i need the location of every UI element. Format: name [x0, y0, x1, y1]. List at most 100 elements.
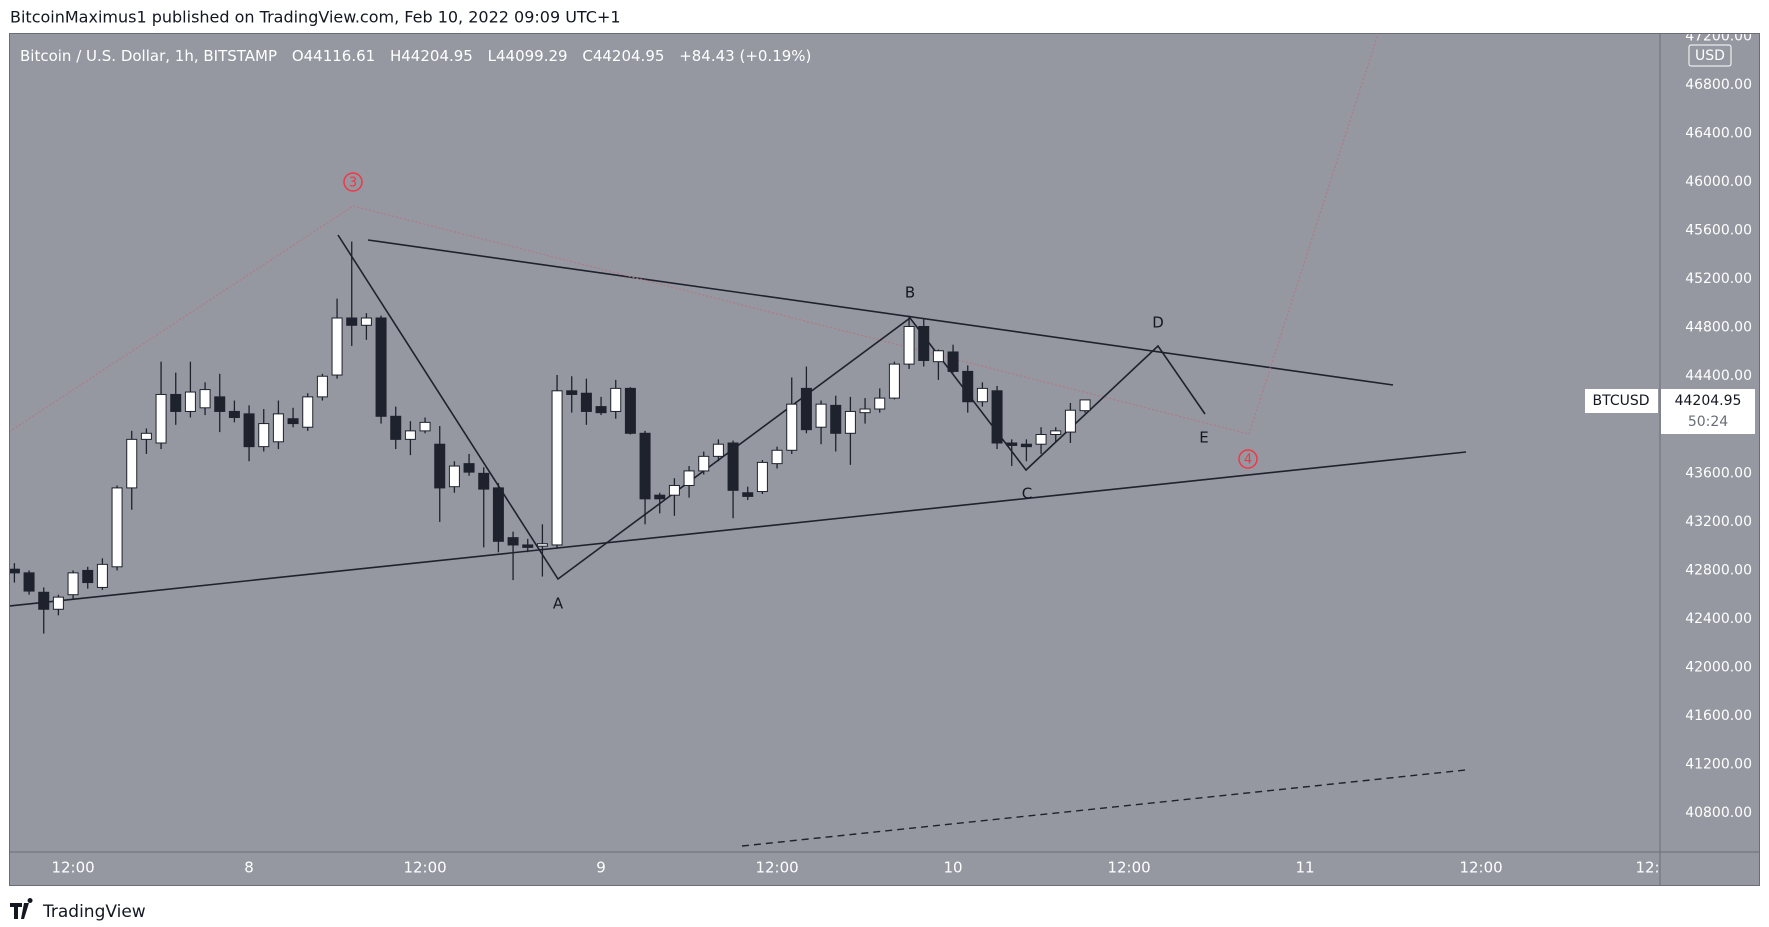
- candle-body: [654, 494, 666, 500]
- x-tick-label: 10: [944, 859, 963, 877]
- candle-body: [478, 472, 490, 490]
- ohlc-key: C: [582, 47, 592, 65]
- wave-label: 4: [1244, 453, 1252, 468]
- candle-body: [566, 390, 578, 395]
- candle-body: [96, 563, 108, 588]
- candle-body: [463, 463, 475, 473]
- candle-body: [991, 390, 1003, 444]
- candle-body: [771, 449, 783, 465]
- candle-body: [184, 391, 196, 412]
- candle-body: [580, 392, 592, 412]
- candle-body: [698, 455, 710, 472]
- candle-body: [214, 396, 226, 412]
- candle-body: [404, 430, 416, 440]
- y-tick-label: 44800.00: [1685, 320, 1752, 336]
- candle-body: [844, 410, 856, 434]
- candle-body: [903, 325, 915, 365]
- x-tick-label: 12:00: [755, 859, 798, 877]
- wave-label: C: [1022, 485, 1032, 503]
- candle-body: [639, 432, 651, 500]
- last-price-box: [1661, 389, 1755, 434]
- resistance-trendline: [367, 239, 1394, 386]
- x-tick-label: 12:00: [403, 859, 446, 877]
- candle-body: [888, 363, 900, 399]
- y-tick-label: 43200.00: [1685, 514, 1752, 530]
- x-tick-label: 12:00: [1459, 859, 1502, 877]
- ohlc-value: 44099.29: [496, 47, 568, 65]
- ohlc-key: O: [292, 47, 304, 65]
- candle-body: [492, 487, 504, 542]
- change: +84.43 (+0.19%): [679, 47, 811, 65]
- candle-body: [1006, 442, 1018, 446]
- candle-body: [126, 438, 138, 489]
- x-tick-label: 9: [596, 859, 606, 877]
- candle-body: [331, 317, 343, 376]
- candle-body: [258, 423, 270, 448]
- x-tick-label: 12:00: [1107, 859, 1150, 877]
- candle-body: [199, 389, 211, 409]
- y-tick-label: 46800.00: [1685, 77, 1752, 93]
- candle-body: [976, 387, 988, 403]
- candle-body: [918, 325, 930, 361]
- candle-body: [668, 484, 680, 496]
- publisher-line: BitcoinMaximus1 published on TradingView…: [10, 8, 621, 27]
- candle-body: [815, 403, 827, 428]
- candle-body: [155, 393, 167, 444]
- candle-body: [551, 390, 563, 546]
- y-tick-label: 46400.00: [1685, 126, 1752, 142]
- candle-body: [1035, 434, 1047, 445]
- candle-body: [962, 370, 974, 403]
- symbol-legend: Bitcoin / U.S. Dollar, 1h, BITSTAMP O441…: [20, 47, 811, 65]
- ohlc-key: H: [390, 47, 401, 65]
- ticker: BTCUSD: [1592, 393, 1649, 409]
- ohlc-value: 44116.61: [304, 47, 376, 65]
- candle-body: [390, 415, 402, 440]
- x-tick-label: 12:00: [1635, 859, 1678, 877]
- candle-body: [287, 418, 299, 425]
- candle-body: [82, 569, 94, 584]
- candle-body: [507, 537, 519, 546]
- candle-body: [624, 387, 636, 434]
- candle-body: [52, 596, 64, 610]
- y-tick-label: 40800.00: [1685, 805, 1752, 821]
- candle-body: [610, 387, 622, 412]
- ohlc-key: L: [488, 47, 497, 65]
- candle-body: [10, 568, 20, 574]
- price-axis: 40800.00 41200.00 41600.00 42000.00 42400.00…: [1685, 28, 1752, 821]
- candle-body: [140, 432, 152, 440]
- candle-body: [874, 397, 886, 410]
- candle-body: [67, 572, 79, 596]
- candle-body: [595, 406, 607, 414]
- brand: TradingView: [42, 902, 146, 922]
- last-price: 44204.95: [1675, 393, 1742, 409]
- y-tick-label: 46000.00: [1685, 174, 1752, 190]
- candle-body: [434, 443, 446, 489]
- candle-body: [228, 410, 240, 419]
- candle-body: [859, 408, 871, 414]
- wave-path: [10, 34, 1379, 435]
- time-axis: 12:00 8 12:00 9 12:00 10 12:00 11 12:00 12:00: [51, 859, 1678, 877]
- wave-circle: [343, 172, 363, 192]
- candle-body: [1079, 399, 1091, 412]
- candle-body: [1050, 430, 1062, 436]
- y-tick-label: 42000.00: [1685, 660, 1752, 676]
- candle-body: [1020, 443, 1032, 448]
- candle-body: [419, 421, 431, 432]
- support-trendline: [10, 451, 1467, 607]
- candle-body: [23, 572, 35, 592]
- candle-body: [712, 443, 724, 457]
- candle-body: [111, 487, 123, 568]
- candle-body: [360, 317, 372, 326]
- wave-label: D: [1152, 314, 1164, 332]
- candle-body: [727, 442, 739, 491]
- y-tick-label: 47200.00: [1685, 28, 1752, 44]
- countdown: 50:24: [1688, 414, 1728, 430]
- y-tick-label: 42800.00: [1685, 562, 1752, 578]
- candle-body: [375, 317, 387, 417]
- ohlc-value: 44204.95: [593, 47, 665, 65]
- candle-body: [830, 404, 842, 434]
- y-tick-label: 45600.00: [1685, 223, 1752, 239]
- ticker-box: [1585, 389, 1658, 413]
